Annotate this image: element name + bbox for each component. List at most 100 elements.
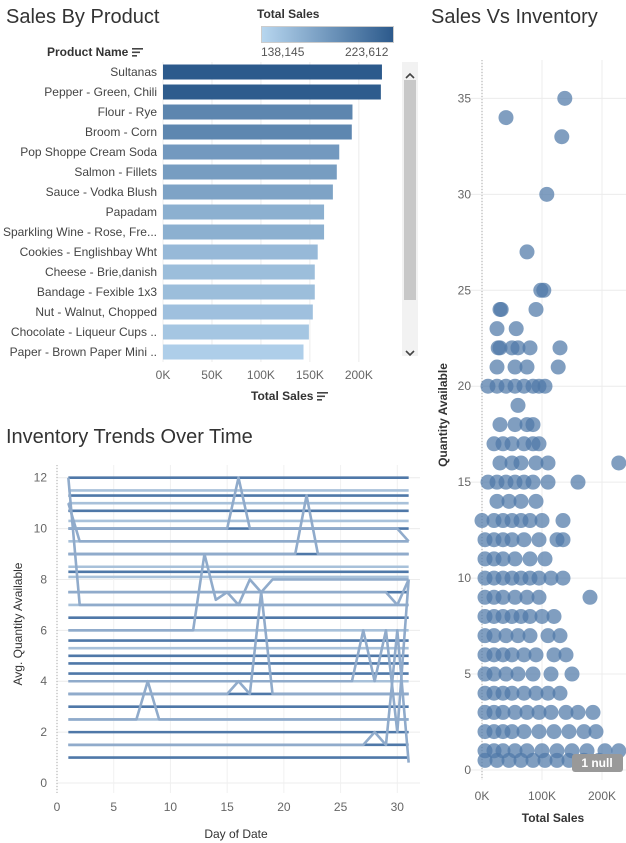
bar xyxy=(163,284,315,300)
scatter-point xyxy=(534,513,550,529)
scatter-point xyxy=(522,628,538,644)
line-x-tick-label: 20 xyxy=(277,800,291,814)
scatter-point xyxy=(495,551,511,567)
product-label: Pop Shoppe Cream Soda xyxy=(20,145,157,159)
trend-line xyxy=(68,494,409,556)
scatter-point xyxy=(489,752,505,768)
scatter-point xyxy=(611,455,626,471)
scatter-point xyxy=(519,359,535,375)
bar-x-tick-label: 0K xyxy=(156,368,171,380)
scatter-point xyxy=(528,493,544,509)
scatter-point xyxy=(570,474,586,490)
scatter-point xyxy=(546,608,562,624)
scatter-point xyxy=(540,474,556,490)
scatter-point xyxy=(516,724,532,740)
product-label: Paper - Brown Paper Mini .. xyxy=(10,345,157,359)
scatter-point xyxy=(504,532,520,548)
trend-line xyxy=(68,578,410,607)
bar xyxy=(163,344,304,360)
scatter-point xyxy=(525,474,541,490)
scatter-point xyxy=(489,493,505,509)
scatter-y-tick-label: 0 xyxy=(464,763,471,777)
line-x-tick-label: 5 xyxy=(110,800,117,814)
scatter-point xyxy=(543,704,559,720)
bar xyxy=(163,64,382,80)
product-label: Sultanas xyxy=(110,65,157,79)
scatter-x-tick-label: 200K xyxy=(588,789,616,803)
scroll-up-icon[interactable] xyxy=(405,66,415,84)
color-legend-max: 223,612 xyxy=(345,45,389,59)
scatter-point xyxy=(501,752,517,768)
scatter-x-tick-label: 0K xyxy=(475,789,490,803)
scatter-point xyxy=(508,321,524,337)
scatter-point xyxy=(552,628,568,644)
scatter-point xyxy=(516,647,532,663)
scatter-point xyxy=(504,436,520,452)
scroll-thumb[interactable] xyxy=(404,80,416,300)
scatter-point xyxy=(486,666,502,682)
scatter-point xyxy=(510,666,526,682)
bar-x-tick-label: 150K xyxy=(296,368,324,380)
scatter-y-tick-label: 30 xyxy=(458,187,472,201)
bar-x-axis-title[interactable]: Total Sales xyxy=(251,389,329,403)
scatter-point xyxy=(513,493,529,509)
sort-icon[interactable] xyxy=(317,392,329,401)
scatter-point xyxy=(536,282,552,298)
scatter-point xyxy=(540,628,556,644)
scatter-point xyxy=(498,628,514,644)
color-legend-title: Total Sales xyxy=(257,7,320,21)
product-label: Cheese - Brie,danish xyxy=(45,265,157,279)
null-indicator-label[interactable]: 1 null xyxy=(581,756,612,770)
scatter-point xyxy=(513,752,529,768)
scatter-point xyxy=(498,110,514,126)
scatter-point xyxy=(555,513,571,529)
bar-chart-scrollbar[interactable] xyxy=(402,62,418,357)
sales-by-product-chart: Sultanas Pepper - Green, Chili Flour - Rye… xyxy=(3,62,382,380)
line-y-tick-label: 2 xyxy=(40,725,47,739)
scatter-point xyxy=(554,129,570,145)
scatter-point xyxy=(531,532,547,548)
scatter-point xyxy=(486,628,502,644)
trend-line xyxy=(68,590,409,696)
line-y-tick-label: 0 xyxy=(40,776,47,790)
product-label: Sparkling Wine - Rose, Fre... xyxy=(3,225,157,239)
scatter-point xyxy=(493,301,509,317)
product-label: Chocolate - Liqueur Cups .. xyxy=(11,325,157,339)
bar xyxy=(163,184,333,200)
product-name-header[interactable]: Product Name xyxy=(47,45,144,59)
scatter-y-tick-label: 20 xyxy=(458,379,472,393)
bar xyxy=(163,244,318,260)
sort-icon[interactable] xyxy=(132,48,144,57)
scatter-point xyxy=(519,244,535,260)
scatter-point xyxy=(507,359,523,375)
scatter-point xyxy=(537,551,553,567)
scatter-x-axis-title: Total Sales xyxy=(522,811,585,825)
scatter-point xyxy=(531,589,547,605)
inventory-trends-title: Inventory Trends Over Time xyxy=(6,426,253,448)
scatter-point xyxy=(510,628,526,644)
scatter-point xyxy=(516,532,532,548)
scatter-point xyxy=(537,752,553,768)
trend-line xyxy=(68,579,410,734)
scatter-point xyxy=(507,704,523,720)
product-label: Bandage - Fexible 1x3 xyxy=(37,285,157,299)
scatter-point xyxy=(543,570,559,586)
sales-vs-inventory-chart: 0 5 10 15 20 25 30 35 0K 100K 200K Quantity Availab… xyxy=(436,60,626,825)
scatter-point xyxy=(492,340,508,356)
color-legend-min: 138,145 xyxy=(261,45,305,59)
scatter-point xyxy=(588,724,604,740)
scatter-y-tick-label: 10 xyxy=(458,571,472,585)
product-name-header-label: Product Name xyxy=(47,45,129,59)
scroll-down-icon[interactable] xyxy=(405,344,415,362)
sales-vs-inventory-title: Sales Vs Inventory xyxy=(431,6,598,28)
scatter-point xyxy=(539,186,555,202)
scatter-point xyxy=(522,551,538,567)
line-x-tick-label: 10 xyxy=(164,800,178,814)
scatter-point xyxy=(510,340,526,356)
null-indicator-badge[interactable] xyxy=(572,754,623,772)
scatter-point xyxy=(513,455,529,471)
scatter-point xyxy=(489,321,505,337)
scatter-point xyxy=(550,359,566,375)
bar xyxy=(163,144,340,160)
scatter-point xyxy=(528,455,544,471)
